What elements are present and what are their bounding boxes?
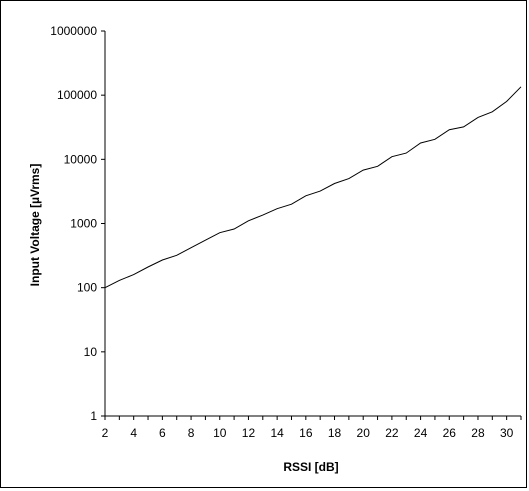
x-tick-label: 22 [385,426,399,440]
y-tick-label: 100000 [57,88,97,102]
x-tick-label: 24 [414,426,428,440]
x-tick-label: 10 [213,426,227,440]
x-tick-label: 26 [443,426,457,440]
x-tick-label: 16 [299,426,313,440]
x-tick-label: 6 [159,426,166,440]
y-tick-label: 100 [77,281,97,295]
x-axis-title: RSSI [dB] [283,460,338,474]
y-tick-label: 1000 [70,217,97,231]
y-tick-label: 1000000 [50,24,97,38]
plot-area [104,86,522,289]
x-tick-label: 20 [357,426,371,440]
x-tick-label: 12 [242,426,256,440]
x-tick-label: 28 [471,426,485,440]
y-tick-label: 1 [90,409,97,423]
y-axis-title: Input Voltage [µVrms] [28,164,42,287]
x-tick-label: 30 [500,426,514,440]
x-tick-label: 4 [130,426,137,440]
series-line-0 [104,86,522,289]
x-tick-label: 8 [188,426,195,440]
y-tick-label: 10 [84,345,98,359]
y-tick-label: 10000 [64,152,98,166]
x-tick-label: 18 [328,426,342,440]
x-tick-label: 2 [102,426,109,440]
x-tick-label: 14 [270,426,284,440]
